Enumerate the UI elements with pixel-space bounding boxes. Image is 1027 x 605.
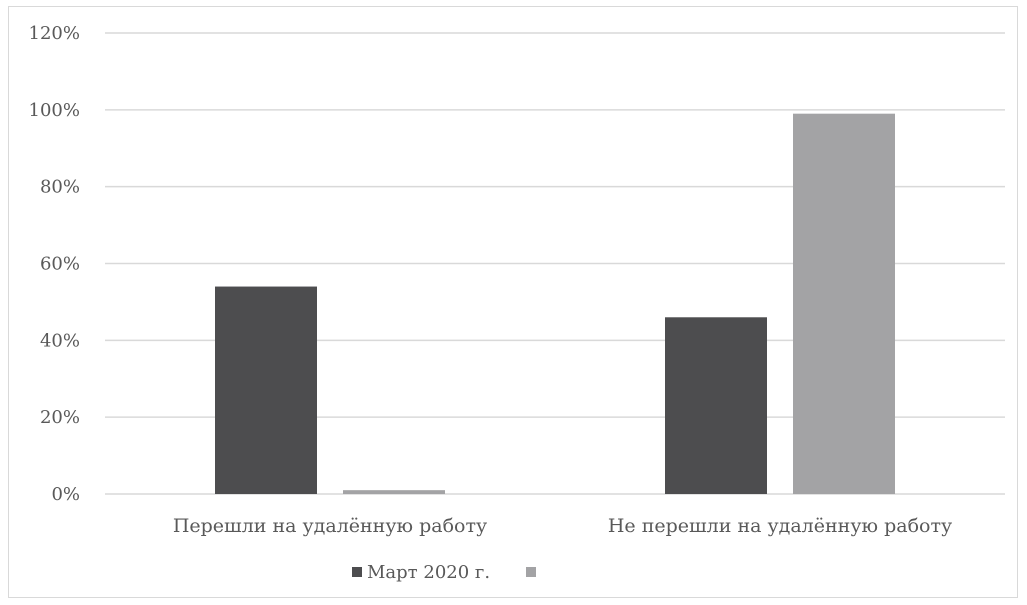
- y-axis-tick-labels: 0% 20% 40% 60% 80% 100% 120%: [29, 23, 80, 505]
- y-tick-label: 60%: [40, 254, 80, 275]
- bars: [215, 113, 895, 495]
- x-category-label: Не перешли на удалённую работу: [608, 515, 952, 537]
- y-tick-label: 0%: [51, 484, 80, 505]
- bar-series-1-not-switched: [665, 317, 767, 494]
- bar-series-2-not-switched: [793, 113, 895, 495]
- y-tick-label: 100%: [29, 100, 80, 121]
- bar-series-2-switched: [343, 490, 445, 494]
- legend-marker-series-2: [526, 567, 536, 577]
- legend-label-series-1: Март 2020 г.: [367, 562, 490, 583]
- bar-series-1-switched: [215, 286, 317, 494]
- y-tick-label: 80%: [40, 177, 80, 198]
- legend: Март 2020 г.: [352, 562, 536, 583]
- legend-marker-series-1: [352, 567, 362, 577]
- x-axis-category-labels: Перешли на удалённую работу Не перешли на…: [173, 515, 952, 537]
- y-tick-label: 120%: [29, 23, 80, 44]
- y-tick-label: 40%: [40, 330, 80, 351]
- y-tick-label: 20%: [40, 407, 80, 428]
- x-category-label: Перешли на удалённую работу: [173, 515, 487, 537]
